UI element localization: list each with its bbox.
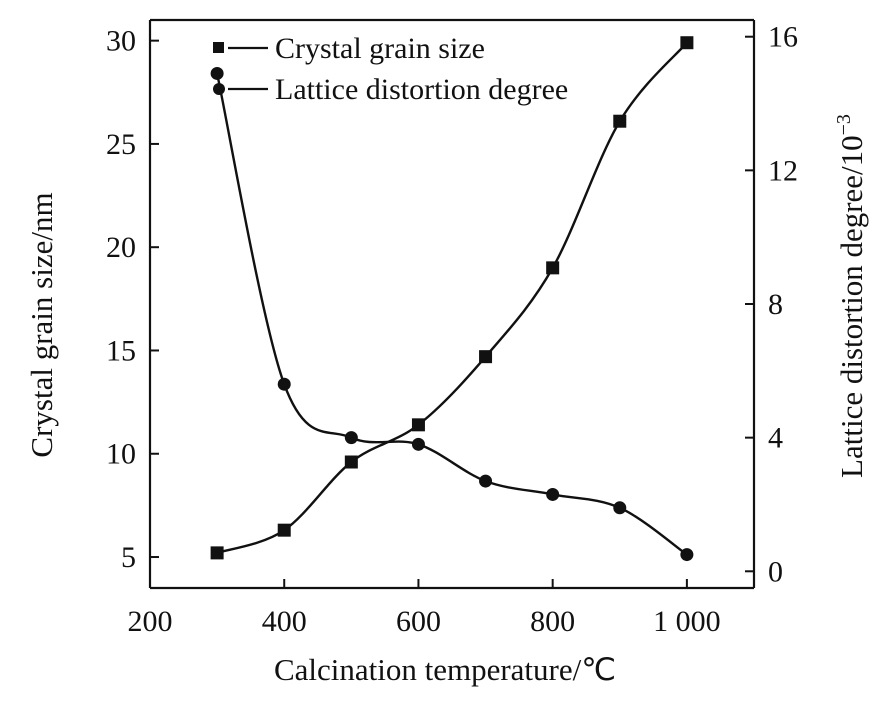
- marker-lattice-distortion: [210, 66, 224, 80]
- y-axis-title-right: Lattice distortion degree/10−3: [833, 114, 869, 478]
- legend-item-grain-size: Crystal grain size: [213, 32, 485, 65]
- marker-grain-size: [479, 350, 493, 364]
- y-right-tick-label: 0: [768, 555, 783, 588]
- marker-grain-size: [680, 36, 694, 50]
- marker-grain-size: [277, 523, 291, 537]
- y2-title-exponent: −3: [833, 114, 855, 135]
- y-left-tick-label: 15: [106, 334, 136, 367]
- marker-lattice-distortion: [411, 437, 425, 451]
- legend: Crystal grain size Lattice distortion de…: [213, 32, 568, 106]
- x-tick-label: 600: [396, 605, 441, 638]
- y-right-tick-label: 12: [768, 154, 798, 187]
- marker-lattice-distortion: [277, 377, 291, 391]
- marker-grain-size: [411, 418, 425, 432]
- y-left-tick-label: 30: [106, 25, 136, 58]
- x-tick-label: 400: [262, 605, 307, 638]
- y-right-tick-label: 8: [768, 288, 783, 321]
- y-axis-title-left: Crystal grain size/nm: [24, 192, 59, 457]
- x-tick-label: 800: [530, 605, 575, 638]
- marker-lattice-distortion: [680, 548, 694, 562]
- y-left-tick-label: 10: [106, 438, 136, 471]
- axes: [148, 18, 756, 590]
- x-axis-title: Calcination temperature/℃: [274, 652, 616, 687]
- legend-item-lattice: Lattice distortion degree: [213, 73, 568, 106]
- tick-labels: 200 400 600 800 1 000 5 10 15 20 25 30 0 4 8 12 16: [106, 21, 798, 638]
- marker-lattice-distortion: [479, 474, 493, 488]
- marker-lattice-distortion: [546, 487, 560, 501]
- marker-grain-size: [546, 261, 560, 275]
- x-tick-label: 200: [128, 605, 173, 638]
- y-left-tick-label: 5: [121, 541, 136, 574]
- marker-grain-size: [210, 546, 224, 560]
- y-right-tick-label: 16: [768, 21, 798, 54]
- y-left-tick-label: 20: [106, 231, 136, 264]
- series-markers: [210, 36, 694, 562]
- svg-text:Lattice distortion degree/10−3: Lattice distortion degree/10−3: [833, 114, 869, 478]
- y-left-tick-label: 25: [106, 128, 136, 161]
- y2-title-main: Lattice distortion degree/10: [834, 135, 869, 478]
- legend-circle-marker: [213, 83, 225, 95]
- curve-lattice-distortion: [215, 73, 688, 556]
- marker-grain-size: [344, 455, 358, 469]
- legend-label-lattice: Lattice distortion degree: [275, 73, 568, 106]
- marker-lattice-distortion: [613, 501, 627, 515]
- legend-square-marker: [213, 42, 224, 53]
- marker-grain-size: [613, 114, 627, 128]
- legend-label-grain-size: Crystal grain size: [275, 32, 485, 65]
- marker-lattice-distortion: [344, 431, 358, 445]
- x-tick-label: 1 000: [653, 605, 721, 638]
- y-right-tick-label: 4: [768, 422, 783, 455]
